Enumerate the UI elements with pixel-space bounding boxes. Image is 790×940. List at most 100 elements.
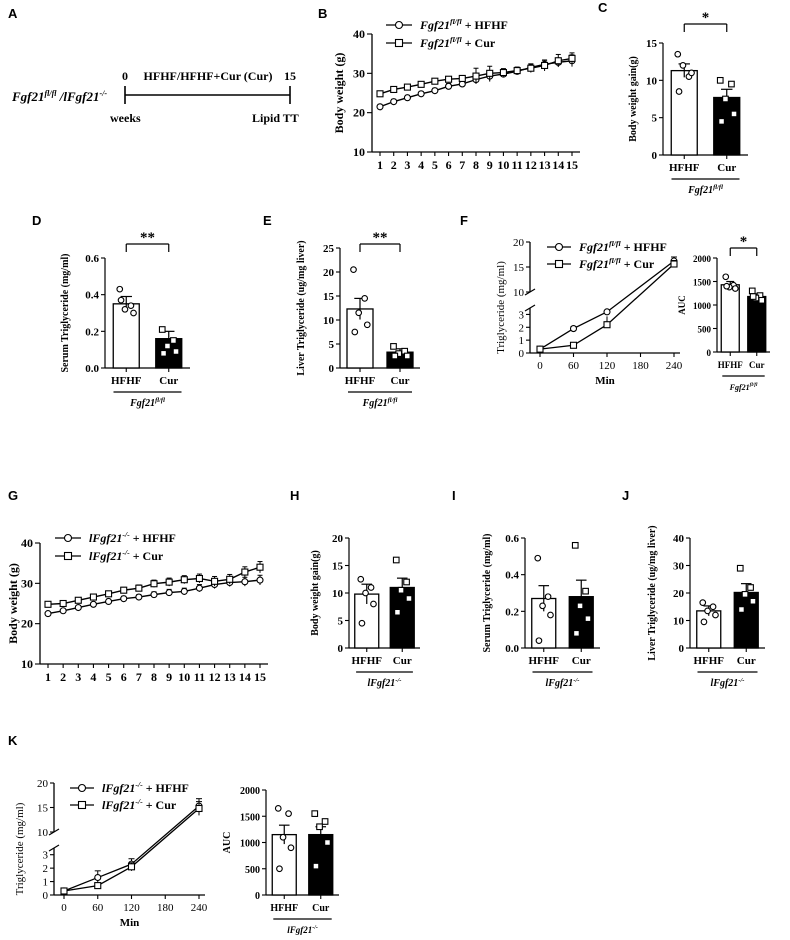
- data-point: [758, 296, 766, 304]
- x-tick-label: 3: [75, 670, 81, 684]
- group-label: Fgf21fl/fl: [687, 184, 723, 196]
- legend-label: lFgf21-/- + HFHF: [89, 530, 176, 545]
- data-point: [59, 607, 67, 615]
- data-point: [445, 82, 453, 90]
- y-axis-label: AUC: [677, 295, 687, 315]
- data-point: [417, 80, 425, 88]
- data-point: [195, 584, 203, 592]
- y-tick-label: 1500: [240, 812, 260, 823]
- y-tick-label: 0: [255, 891, 260, 902]
- legend-label: Fgf21fl/fl + HFHF: [578, 239, 667, 254]
- data-point: [105, 597, 113, 606]
- data-point: [699, 599, 707, 606]
- data-point: [211, 577, 219, 585]
- data-point: [170, 337, 177, 344]
- y-tick-label: 10: [323, 315, 335, 327]
- y-tick-label: 0: [43, 890, 49, 902]
- x-tick-label: 120: [123, 902, 140, 914]
- data-point: [116, 285, 124, 293]
- data-point: [376, 90, 384, 98]
- data-point: [274, 805, 282, 812]
- legend-label: lFgf21-/- + Cur: [89, 548, 164, 563]
- data-point: [403, 578, 410, 586]
- data-point: [285, 810, 292, 817]
- x-tick-label: 120: [599, 360, 616, 372]
- data-point: [573, 629, 580, 637]
- data-point: [431, 87, 439, 95]
- data-point: [544, 593, 552, 601]
- data-point: [120, 595, 128, 603]
- data-point: [195, 804, 203, 813]
- x-tick-label: 240: [666, 360, 683, 372]
- y-tick-label: 0.4: [505, 570, 519, 582]
- data-point: [723, 282, 731, 290]
- legend-label: lFgf21-/- + HFHF: [102, 780, 189, 795]
- y-tick-label: 40: [673, 533, 685, 545]
- legend-marker: [77, 783, 87, 793]
- x-tick-label: 13: [539, 158, 551, 172]
- data-point: [195, 574, 203, 583]
- data-point: [59, 599, 67, 608]
- timeline-start-label: 0: [122, 69, 128, 83]
- data-point: [350, 266, 357, 273]
- x-tick-label: HFHF: [111, 375, 142, 387]
- data-point: [738, 606, 745, 613]
- y-tick-label: 5: [329, 339, 335, 351]
- x-tick-label: 1: [377, 158, 383, 172]
- data-point: [355, 309, 363, 317]
- x-tick-label: 9: [487, 158, 493, 172]
- y-tick-label: 3: [519, 309, 525, 321]
- genotype-label: Fgf21fl/fl /lFgf21-/-: [11, 89, 107, 104]
- x-tick-label: 11: [194, 670, 205, 684]
- data-point: [582, 587, 589, 595]
- data-point: [150, 591, 158, 599]
- y-axis-label: Triglyceride (mg/ml): [14, 802, 26, 895]
- data-point: [390, 343, 397, 350]
- x-tick-label: Cur: [737, 655, 756, 667]
- x-tick-label: 4: [418, 158, 424, 172]
- data-point: [117, 296, 125, 304]
- y-tick-label: 10: [673, 616, 685, 628]
- data-point: [394, 608, 401, 616]
- chart-e: 0 5 10 15 20 25 Liver Triglyceride (ug/mg live…: [296, 230, 420, 409]
- endpoint-label: Lipid TT: [252, 111, 299, 125]
- data-point: [127, 302, 135, 310]
- panel-letter-i: I: [452, 488, 456, 503]
- axis-break-mark: [48, 844, 60, 852]
- panel-letter-d: D: [32, 213, 41, 228]
- data-point: [513, 67, 521, 75]
- data-point: [675, 88, 683, 95]
- data-point: [486, 69, 494, 77]
- data-point: [568, 54, 576, 62]
- chart-j: 0 10 20 30 40 Liver Triglyceride (ug/mg liver…: [647, 525, 765, 689]
- y-tick-label: 15: [332, 561, 344, 573]
- data-point: [536, 345, 544, 353]
- data-point: [712, 611, 719, 619]
- data-point: [700, 618, 708, 626]
- x-tick-label: 60: [568, 360, 580, 372]
- x-tick-label: 180: [157, 902, 174, 914]
- data-point: [397, 586, 405, 594]
- y-tick-label: 5: [652, 113, 658, 125]
- data-point: [535, 637, 543, 645]
- y-tick-label: 2000: [693, 254, 712, 264]
- y-axis-label: Body weight gain(g): [628, 56, 639, 142]
- y-axis-label: Triglyceride (mg/ml): [495, 261, 507, 354]
- significance-marker: **: [373, 230, 388, 246]
- x-tick-label: Cur: [717, 162, 736, 174]
- data-point: [584, 615, 592, 623]
- y-axis-label: Body weight (g): [332, 53, 346, 134]
- data-point: [165, 589, 173, 597]
- x-tick-label: HFHF: [528, 655, 559, 667]
- y-tick-label: 10: [353, 145, 365, 159]
- data-point: [121, 305, 129, 313]
- data-point: [370, 600, 377, 608]
- chart-f-auc: 0 500 1000 1500 2000 AUC HFHF Cur Fgf21fl/fl *: [677, 234, 770, 392]
- panel-letter-e: E: [263, 213, 272, 228]
- panel-a: A Fgf21fl/fl /lFgf21-/- 0 15 HFHF/HFHF+C…: [8, 6, 299, 125]
- series-line-square: [539, 263, 675, 350]
- x-tick-label: Cur: [572, 655, 591, 667]
- data-point: [324, 839, 331, 846]
- data-point: [127, 863, 136, 871]
